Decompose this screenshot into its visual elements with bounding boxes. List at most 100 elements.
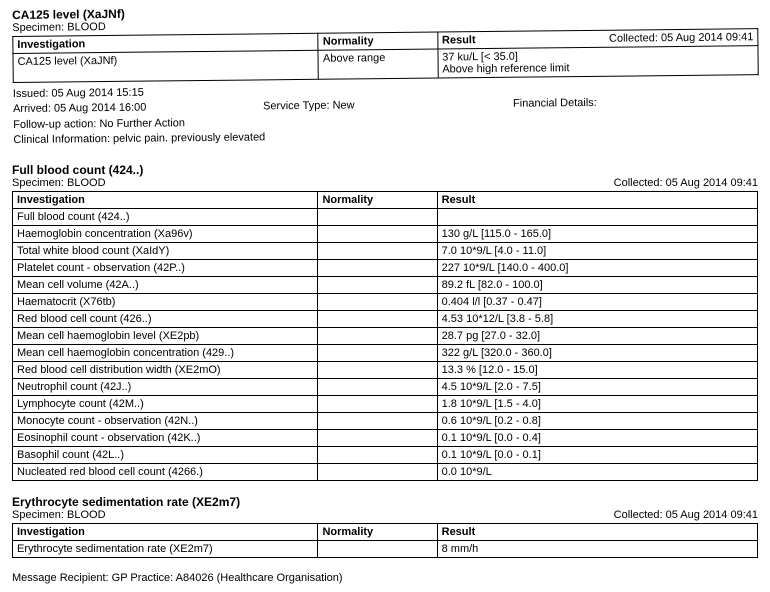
table-header-row: Investigation Normality Result (13, 191, 758, 208)
cell-investigation: Haematocrit (X76tb) (13, 293, 318, 310)
table-row: Eosinophil count - observation (42K..) 0.… (13, 429, 758, 446)
cell-result: 0.1 10*9/L [0.0 - 0.1] (437, 446, 757, 463)
cell-result: 28.7 pg [27.0 - 32.0] (437, 327, 757, 344)
header-normality: Normality (318, 523, 437, 540)
cell-result: 8 mm/h (437, 540, 757, 557)
cell-normality (318, 276, 437, 293)
table-row: Lymphocyte count (42M..) 1.8 10*9/L [1.5 … (13, 395, 758, 412)
esr-table: Investigation Normality Result Erythrocy… (12, 523, 758, 558)
table-row: Nucleated red blood cell count (4266.) 0.… (13, 463, 758, 480)
esr-collected: Collected: 05 Aug 2014 09:41 (614, 509, 758, 521)
meta-arrived: Arrived: 05 Aug 2014 16:00 (13, 100, 263, 118)
cell-investigation: Full blood count (424..) (13, 208, 318, 225)
cell-investigation: Lymphocyte count (42M..) (13, 395, 318, 412)
ca125-meta: Issued: 05 Aug 2014 15:15 Arrived: 05 Au… (13, 79, 760, 148)
cell-result: 0.0 10*9/L (437, 463, 757, 480)
cell-investigation: Platelet count - observation (42P..) (13, 259, 318, 276)
table-row: Mean cell haemoglobin concentration (429… (13, 344, 758, 361)
cell-investigation: Neutrophil count (42J..) (13, 378, 318, 395)
cell-result: 227 10*9/L [140.0 - 400.0] (437, 259, 757, 276)
cell-result: 7.0 10*9/L [4.0 - 11.0] (437, 242, 757, 259)
cell-normality (318, 446, 437, 463)
cell-normality (318, 327, 437, 344)
cell-result: 4.5 10*9/L [2.0 - 7.5] (437, 378, 757, 395)
cell-investigation: Eosinophil count - observation (42K..) (13, 429, 318, 446)
cell-normality (318, 310, 437, 327)
cell-normality (318, 225, 437, 242)
cell-result: 0.1 10*9/L [0.0 - 0.4] (437, 429, 757, 446)
table-row: Mean cell volume (42A..) 89.2 fL [82.0 - … (13, 276, 758, 293)
footer-recipient: Message Recipient: GP Practice: A84026 (… (12, 572, 758, 584)
fbc-table: Investigation Normality Result Full bloo… (12, 191, 758, 481)
cell-normality (318, 540, 437, 557)
cell-normality (318, 208, 437, 225)
cell-investigation: CA125 level (XaJNf) (13, 50, 319, 82)
table-row: Full blood count (424..) (13, 208, 758, 225)
cell-normality (318, 361, 437, 378)
fbc-title-block: Full blood count (424..) Specimen: BLOOD… (12, 163, 758, 189)
cell-normality (318, 293, 437, 310)
cell-investigation: Mean cell haemoglobin level (XE2pb) (13, 327, 318, 344)
cell-investigation: Red blood cell count (426..) (13, 310, 318, 327)
cell-investigation: Monocyte count - observation (42N..) (13, 412, 318, 429)
table-row: Total white blood count (XaIdY) 7.0 10*9/… (13, 242, 758, 259)
table-row: Platelet count - observation (42P..) 227 … (13, 259, 758, 276)
header-investigation: Investigation (13, 523, 318, 540)
cell-normality (318, 259, 437, 276)
cell-result: 0.404 l/l [0.37 - 0.47] (437, 293, 757, 310)
table-row: Erythrocyte sedimentation rate (XE2m7) 8… (13, 540, 758, 557)
header-result: Result (437, 523, 757, 540)
fbc-specimen: Specimen: BLOOD (12, 177, 106, 189)
cell-normality (318, 463, 437, 480)
result-line2: Above high reference limit (442, 60, 753, 75)
fbc-title: Full blood count (424..) (12, 163, 758, 177)
cell-result (437, 208, 757, 225)
table-row: Red blood cell count (426..) 4.53 10*12/L… (13, 310, 758, 327)
cell-investigation: Mean cell volume (42A..) (13, 276, 318, 293)
table-header-row: Investigation Normality Result (13, 523, 758, 540)
header-result-label: Result (442, 34, 476, 46)
cell-investigation: Nucleated red blood cell count (4266.) (13, 463, 318, 480)
fbc-section: Full blood count (424..) Specimen: BLOOD… (12, 163, 758, 481)
cell-result: 13.3 % [12.0 - 15.0] (437, 361, 757, 378)
cell-normality (318, 242, 437, 259)
cell-result: 0.6 10*9/L [0.2 - 0.8] (437, 412, 757, 429)
cell-result: 322 g/L [320.0 - 360.0] (437, 344, 757, 361)
meta-financial: Financial Details: (513, 95, 759, 113)
table-row: Basophil count (42L..) 0.1 10*9/L [0.0 - … (13, 446, 758, 463)
ca125-collected: Collected: 05 Aug 2014 09:41 (609, 31, 753, 45)
table-row: Haematocrit (X76tb) 0.404 l/l [0.37 - 0.4… (13, 293, 758, 310)
esr-specimen: Specimen: BLOOD (12, 509, 106, 521)
cell-investigation: Mean cell haemoglobin concentration (429… (13, 344, 318, 361)
fbc-head-row: Specimen: BLOOD Collected: 05 Aug 2014 0… (12, 177, 758, 189)
cell-result: 37 ku/L [< 35.0] Above high reference li… (438, 46, 759, 78)
cell-normality: Above range (318, 49, 437, 79)
esr-title-block: Erythrocyte sedimentation rate (XE2m7) S… (12, 495, 758, 521)
header-normality: Normality (318, 32, 437, 50)
header-result: Result (437, 191, 757, 208)
cell-investigation: Red blood cell distribution width (XE2mO… (13, 361, 318, 378)
cell-normality (318, 429, 437, 446)
header-investigation: Investigation (13, 191, 318, 208)
esr-head-row: Specimen: BLOOD Collected: 05 Aug 2014 0… (12, 509, 758, 521)
ca125-table: Investigation Normality Result Collected… (12, 28, 758, 83)
cell-investigation: Basophil count (42L..) (13, 446, 318, 463)
cell-result: 130 g/L [115.0 - 165.0] (437, 225, 757, 242)
table-row: Red blood cell distribution width (XE2mO… (13, 361, 758, 378)
esr-section: Erythrocyte sedimentation rate (XE2m7) S… (12, 495, 758, 558)
table-row: Haemoglobin concentration (Xa96v) 130 g/L… (13, 225, 758, 242)
header-normality: Normality (318, 191, 437, 208)
cell-result: 4.53 10*12/L [3.8 - 5.8] (437, 310, 757, 327)
cell-result: 89.2 fL [82.0 - 100.0] (437, 276, 757, 293)
ca125-section: CA125 level (XaJNf) Specimen: BLOOD Inve… (12, 0, 759, 148)
fbc-collected: Collected: 05 Aug 2014 09:41 (614, 177, 758, 189)
meta-service-type: Service Type: New (263, 97, 513, 115)
esr-title: Erythrocyte sedimentation rate (XE2m7) (12, 495, 758, 509)
cell-investigation: Total white blood count (XaIdY) (13, 242, 318, 259)
cell-normality (318, 378, 437, 395)
ca125-specimen: Specimen: BLOOD (12, 21, 106, 34)
cell-investigation: Haemoglobin concentration (Xa96v) (13, 225, 318, 242)
cell-normality (318, 412, 437, 429)
cell-result: 1.8 10*9/L [1.5 - 4.0] (437, 395, 757, 412)
table-row: Monocyte count - observation (42N..) 0.6 … (13, 412, 758, 429)
